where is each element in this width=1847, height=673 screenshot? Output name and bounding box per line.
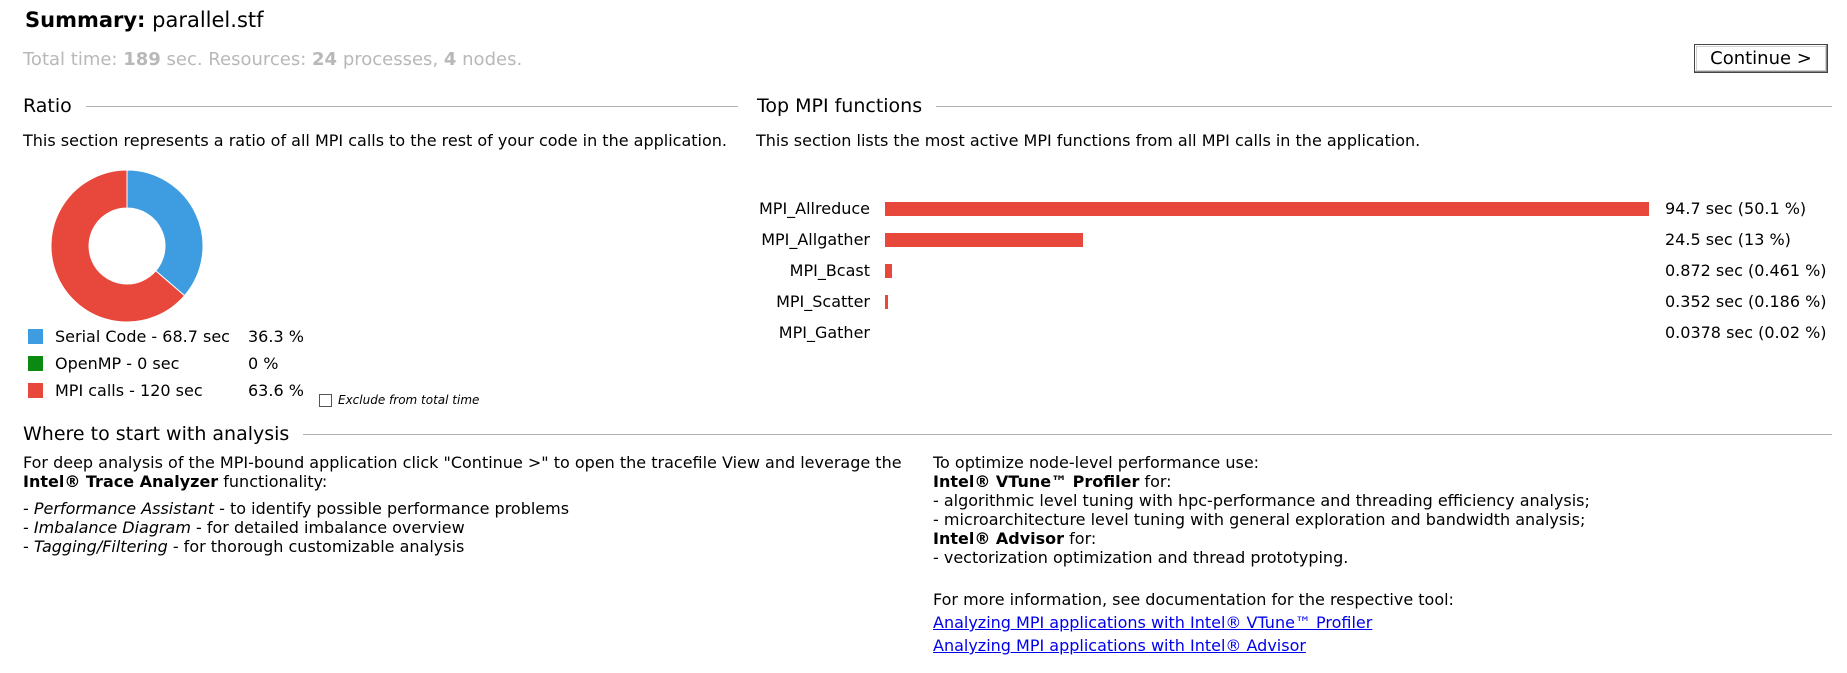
mpi-bar-track	[885, 202, 1649, 216]
resources-label: sec. Resources:	[160, 49, 313, 70]
mpi-function-time: 24.5 sec (13 %)	[1665, 230, 1791, 249]
mpi-function-time: 0.872 sec (0.461 %)	[1665, 261, 1827, 280]
mpi-bar-track	[885, 233, 1649, 247]
ratio-legend: Serial Code - 68.7 sec 36.3 % OpenMP - 0 s…	[28, 323, 304, 404]
feature-name: Tagging/Filtering	[33, 537, 168, 556]
ratio-heading: Ratio	[23, 95, 72, 117]
trace-analyzer-feature: - Performance Assistant - to identify po…	[23, 499, 570, 518]
resources-summary: Total time: 189 sec. Resources: 24 proce…	[23, 49, 522, 70]
page-title: Summary: parallel.stf	[25, 8, 264, 32]
mpi-function-row: MPI_Allgather 24.5 sec (13 %)	[740, 225, 1840, 256]
analysis-left-column: For deep analysis of the MPI-bound appli…	[23, 453, 902, 556]
trace-analyzer-name: Intel® Trace Analyzer	[23, 472, 219, 491]
mpi-function-row: MPI_Bcast 0.872 sec (0.461 %)	[740, 256, 1840, 287]
mpi-function-name: MPI_Allreduce	[758, 199, 870, 218]
vtune-doc-link[interactable]: Analyzing MPI applications with Intel® V…	[933, 613, 1373, 632]
mpi-function-time: 94.7 sec (50.1 %)	[1665, 199, 1807, 218]
advisor-line: Intel® Advisor for:	[933, 529, 1590, 548]
nodes-label: nodes.	[456, 49, 523, 70]
legend-percent: 0 %	[248, 354, 279, 373]
legend-label: OpenMP - 0 sec	[55, 354, 180, 373]
serial-code-slice	[126, 169, 204, 297]
mpi-time-bar	[885, 295, 888, 309]
analysis-right-column: To optimize node-level performance use: …	[933, 453, 1590, 659]
nodes-value: 4	[443, 49, 457, 70]
mpi-function-time: 0.0378 sec (0.02 %)	[1665, 323, 1827, 342]
legend-item-mpi-calls: MPI calls - 120 sec 63.6 %	[28, 377, 304, 404]
processes-value: 24	[312, 49, 338, 70]
legend-item-openmp: OpenMP - 0 sec 0 %	[28, 350, 304, 377]
advisor-use-case: - vectorization optimization and thread …	[933, 548, 1349, 567]
continue-button[interactable]: Continue >	[1694, 44, 1828, 73]
legend-percent: 63.6 %	[248, 381, 304, 400]
feature-description: - for thorough customizable analysis	[167, 537, 465, 556]
mpi-calls-slice	[50, 169, 186, 323]
advisor-suffix: for:	[1064, 529, 1097, 548]
analysis-divider	[303, 433, 1832, 435]
mpi-bar-track	[885, 264, 1649, 278]
trace-analyzer-feature: - Imbalance Diagram - for detailed imbal…	[23, 518, 465, 537]
legend-swatch	[28, 356, 43, 371]
total-time-value: 189	[123, 49, 161, 70]
exclude-label: Exclude from total time	[338, 393, 480, 407]
mpi-function-time: 0.352 sec (0.186 %)	[1665, 292, 1827, 311]
ratio-divider	[85, 105, 738, 107]
mpi-function-name: MPI_Allgather	[761, 230, 870, 249]
trace-analyzer-intro: For deep analysis of the MPI-bound appli…	[23, 453, 902, 472]
legend-label: MPI calls - 120 sec	[55, 381, 203, 400]
feature-description: - for detailed imbalance overview	[190, 518, 465, 537]
mpi-bar-track	[885, 295, 1649, 309]
legend-swatch	[28, 329, 43, 344]
top-mpi-section-header: Top MPI functions	[757, 95, 1832, 117]
feature-description: - to identify possible performance probl…	[214, 499, 570, 518]
mpi-time-bar	[885, 202, 1649, 216]
vtune-name: Intel® VTune™ Profiler	[933, 472, 1140, 491]
legend-item-serial-code: Serial Code - 68.7 sec 36.3 %	[28, 323, 304, 350]
advisor-doc-link[interactable]: Analyzing MPI applications with Intel® A…	[933, 636, 1306, 655]
mpi-function-row: MPI_Allreduce 94.7 sec (50.1 %)	[740, 194, 1840, 225]
legend-label: Serial Code - 68.7 sec	[55, 327, 230, 346]
analysis-section-header: Where to start with analysis	[23, 423, 1832, 445]
ratio-section-header: Ratio	[23, 95, 738, 117]
vtune-use-case: - algorithmic level tuning with hpc-perf…	[933, 491, 1590, 510]
mpi-bar-track	[885, 326, 1649, 340]
ratio-description: This section represents a ratio of all M…	[23, 131, 727, 150]
top-mpi-divider	[936, 105, 1832, 107]
more-info-text: For more information, see documentation …	[933, 590, 1454, 609]
processes-label: processes,	[337, 49, 444, 70]
node-level-intro: To optimize node-level performance use:	[933, 453, 1260, 472]
file-name: parallel.stf	[152, 8, 264, 32]
legend-percent: 36.3 %	[248, 327, 304, 346]
vtune-suffix: for:	[1139, 472, 1172, 491]
vtune-line: Intel® VTune™ Profiler for:	[933, 472, 1590, 491]
trace-analyzer-line: Intel® Trace Analyzer functionality:	[23, 472, 902, 491]
total-time-label: Total time:	[23, 49, 124, 70]
vtune-use-case: - microarchitecture level tuning with ge…	[933, 510, 1586, 529]
exclude-checkbox[interactable]	[319, 393, 332, 407]
analysis-heading: Where to start with analysis	[23, 423, 290, 445]
summary-label: Summary:	[25, 8, 146, 32]
advisor-name: Intel® Advisor	[933, 529, 1065, 548]
mpi-function-name: MPI_Scatter	[776, 292, 870, 311]
ratio-donut-chart	[50, 169, 204, 323]
mpi-function-row: MPI_Gather 0.0378 sec (0.02 %)	[740, 318, 1840, 349]
mpi-function-name: MPI_Bcast	[789, 261, 870, 280]
exclude-from-total-option[interactable]: Exclude from total time	[319, 393, 479, 407]
feature-name: Imbalance Diagram	[33, 518, 191, 537]
top-mpi-heading: Top MPI functions	[757, 95, 923, 117]
mpi-function-row: MPI_Scatter 0.352 sec (0.186 %)	[740, 287, 1840, 318]
trace-analyzer-feature: - Tagging/Filtering - for thorough custo…	[23, 537, 465, 556]
mpi-time-bar	[885, 264, 893, 278]
mpi-time-bar	[885, 233, 1083, 247]
mpi-function-name: MPI_Gather	[778, 323, 870, 342]
trace-analyzer-suffix: functionality:	[218, 472, 328, 491]
legend-swatch	[28, 383, 43, 398]
top-mpi-description: This section lists the most active MPI f…	[756, 131, 1421, 150]
feature-name: Performance Assistant	[33, 499, 215, 518]
